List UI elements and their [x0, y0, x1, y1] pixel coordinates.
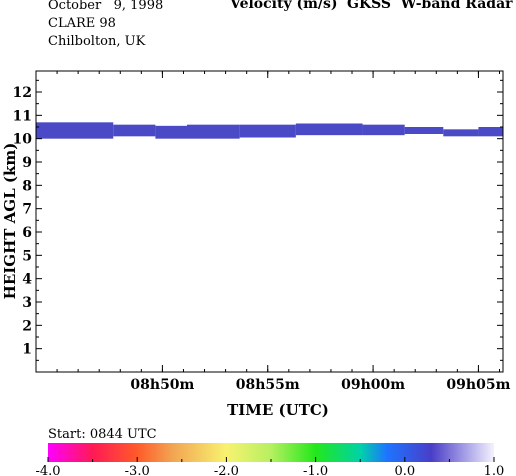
- y-tick-label: 2: [22, 318, 32, 334]
- y-tick-label: 12: [13, 85, 32, 101]
- y-tick-label: 10: [13, 132, 33, 148]
- echo-segment-2: [155, 125, 187, 139]
- echo-segment-3: [186, 124, 240, 139]
- echo-segment-1: [113, 124, 156, 137]
- y-tick-label: 3: [22, 295, 32, 311]
- colorbar-tick-label: 0.0: [394, 464, 415, 476]
- plot-frame: [35, 70, 504, 373]
- echo-segment-0: [36, 122, 114, 139]
- campaign-label: CLARE 98: [48, 16, 116, 31]
- start-time-label: Start: 0844 UTC: [48, 427, 157, 442]
- x-tick-label: 09h00m: [341, 377, 405, 393]
- date-label: October 9, 1998: [48, 0, 164, 13]
- echo-segment-7: [404, 127, 444, 134]
- colorbar-tick-label: -2.0: [214, 464, 239, 476]
- colorbar: [48, 443, 494, 462]
- instrument-title: GKSS W-band Radar: [347, 0, 513, 12]
- x-tick-label: 08h55m: [236, 377, 300, 393]
- y-tick-label: 4: [22, 272, 32, 288]
- y-axis-label: HEIGHT AGL (km): [1, 143, 19, 300]
- x-axis: 08h50m 08h55m 09h00m 09h05m: [35, 71, 511, 393]
- colorbar-tick-label: 1.0: [484, 464, 505, 476]
- y-tick-label: 7: [22, 202, 32, 218]
- x-axis-label: TIME (UTC): [227, 401, 329, 419]
- echo-segment-5: [295, 123, 363, 136]
- y-tick-label: 9: [22, 155, 32, 171]
- y-tick-label: 6: [22, 225, 32, 241]
- colorbar-tick-label: -3.0: [125, 464, 150, 476]
- colorbar-tick-label: -1.0: [303, 464, 328, 476]
- y-tick-label: 8: [22, 178, 32, 194]
- y-tick-label: 1: [22, 342, 32, 358]
- y-tick-label: 5: [22, 248, 32, 264]
- colorbar-ticks: -4.0 -3.0 -2.0 -1.0 0.0 1.0: [35, 457, 504, 476]
- echo-segment-9: [478, 127, 503, 137]
- colorbar-tick-label: -4.0: [35, 464, 60, 476]
- x-tick-label: 08h50m: [130, 377, 194, 393]
- echo-band: [36, 122, 503, 139]
- x-tick-label: 09h05m: [446, 377, 510, 393]
- echo-segment-6: [362, 124, 405, 136]
- echo-segment-4: [239, 124, 296, 138]
- location-label: Chilbolton, UK: [48, 34, 146, 49]
- y-tick-label: 11: [13, 108, 32, 124]
- variable-title: Velocity (m/s): [230, 0, 338, 12]
- echo-segment-8: [443, 129, 479, 137]
